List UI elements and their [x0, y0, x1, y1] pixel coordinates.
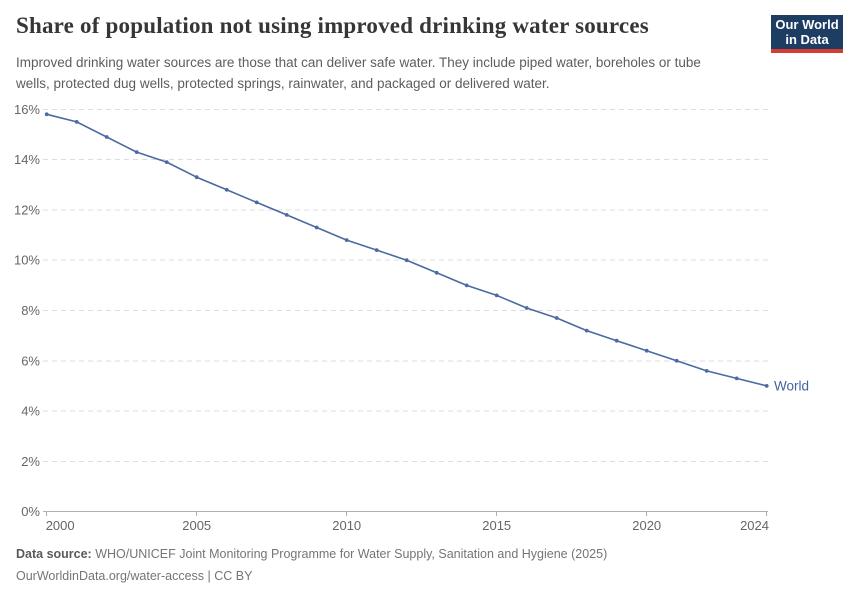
- data-point[interactable]: [284, 213, 289, 217]
- data-point[interactable]: [104, 135, 109, 139]
- data-source-line: Data source: WHO/UNICEF Joint Monitoring…: [16, 544, 607, 566]
- x-tick-label: 2024: [740, 518, 769, 533]
- data-point[interactable]: [254, 200, 259, 205]
- data-point[interactable]: [344, 238, 349, 243]
- y-tick-label: 12%: [14, 202, 40, 217]
- x-tick-label: 2020: [632, 518, 661, 533]
- y-tick-label: 10%: [14, 253, 40, 268]
- y-tick-label: 16%: [14, 102, 40, 117]
- data-point[interactable]: [764, 384, 769, 388]
- page-title: Share of population not using improved d…: [16, 13, 649, 38]
- y-tick-label: 2%: [21, 454, 40, 469]
- data-point[interactable]: [194, 175, 199, 180]
- data-point[interactable]: [224, 187, 229, 192]
- x-tick-label: 2015: [482, 518, 511, 533]
- y-tick-label: 0%: [21, 504, 40, 519]
- data-point[interactable]: [404, 258, 409, 263]
- data-point[interactable]: [44, 112, 49, 117]
- chart-line-world[interactable]: [46, 113, 767, 387]
- x-tick-label: 2000: [46, 518, 75, 533]
- data-source-label: Data source:: [16, 547, 92, 561]
- x-tick-label: 2005: [182, 518, 211, 533]
- data-point[interactable]: [134, 150, 139, 155]
- data-point[interactable]: [314, 225, 319, 230]
- owid-logo[interactable]: Our World in Data: [771, 15, 843, 53]
- y-tick-label: 8%: [21, 303, 40, 318]
- data-point[interactable]: [644, 348, 649, 353]
- x-tick-label: 2010: [332, 518, 361, 533]
- data-point[interactable]: [614, 338, 619, 343]
- data-point[interactable]: [674, 358, 679, 363]
- license-line[interactable]: OurWorldinData.org/water-access | CC BY: [16, 568, 253, 583]
- y-tick-label: 14%: [14, 152, 40, 167]
- data-point[interactable]: [464, 283, 469, 288]
- y-tick-label: 6%: [21, 353, 40, 368]
- owid-logo-line1: Our World: [775, 17, 839, 32]
- data-point[interactable]: [164, 160, 169, 165]
- data-point[interactable]: [554, 316, 559, 320]
- data-point[interactable]: [584, 328, 589, 333]
- data-point[interactable]: [434, 270, 439, 275]
- data-point[interactable]: [734, 376, 739, 381]
- data-point[interactable]: [704, 369, 709, 373]
- y-tick-label: 4%: [21, 404, 40, 419]
- chart-footer: Data source: WHO/UNICEF Joint Monitoring…: [16, 544, 607, 587]
- series-label-world[interactable]: World: [774, 378, 809, 393]
- data-point[interactable]: [74, 120, 79, 124]
- owid-logo-line2: in Data: [785, 32, 829, 47]
- chart-subtitle: Improved drinking water sources are thos…: [16, 55, 701, 91]
- data-point[interactable]: [494, 293, 499, 298]
- data-point[interactable]: [374, 248, 379, 253]
- data-source-text: WHO/UNICEF Joint Monitoring Programme fo…: [95, 547, 608, 561]
- data-point[interactable]: [524, 306, 529, 310]
